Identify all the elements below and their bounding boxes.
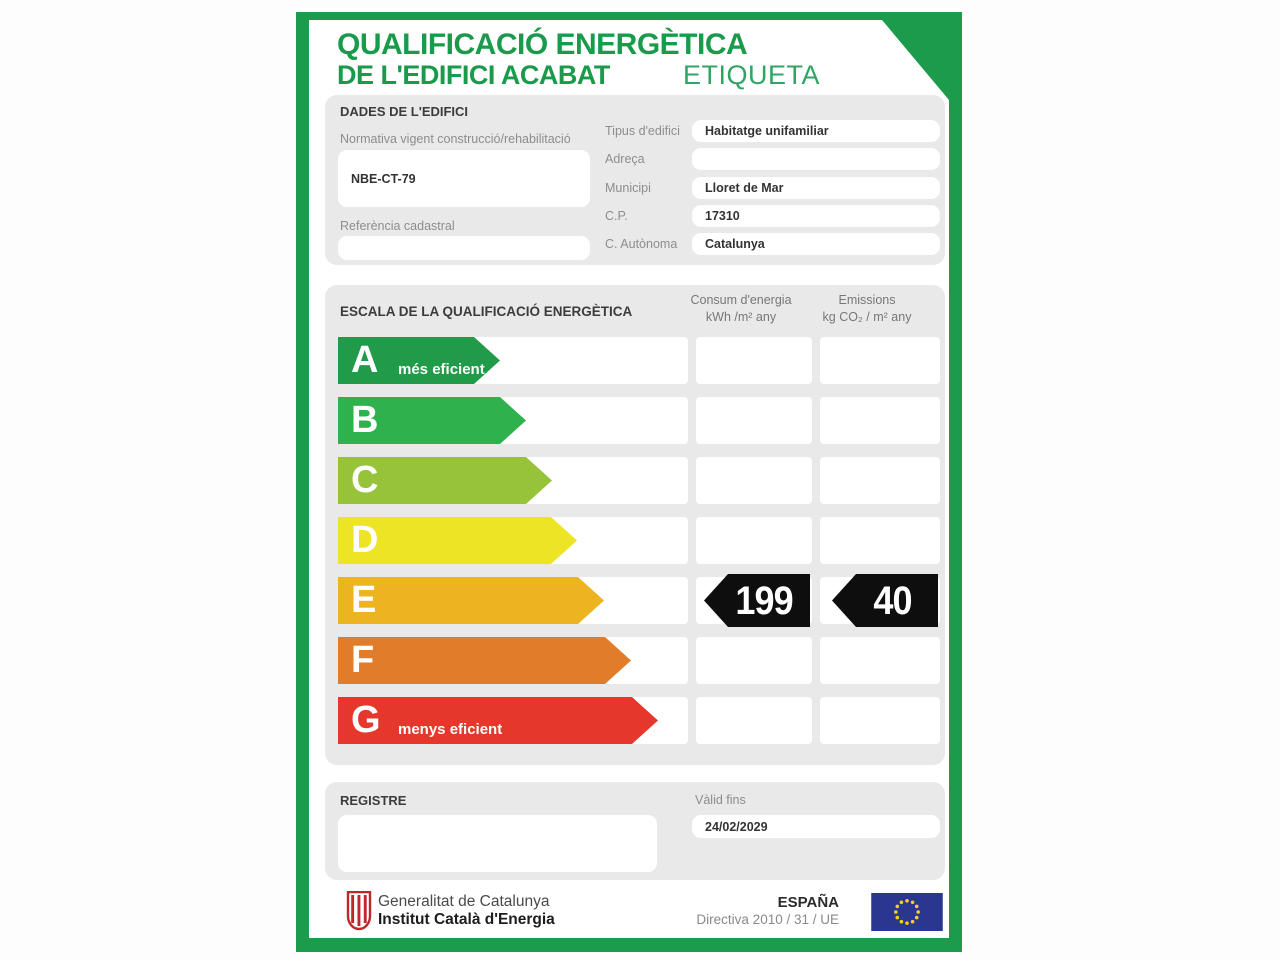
normativa-label: Normativa vigent construcció/rehabilitac… <box>340 132 571 146</box>
rating-letter-f: F <box>351 638 375 681</box>
scale-cell-consum <box>696 397 812 444</box>
rating-note-a: més eficient <box>398 361 485 378</box>
scale-cell-letter: G menys eficient <box>338 697 688 744</box>
eu-flag-icon <box>871 893 943 931</box>
valid-fins-label: Vàlid fins <box>695 793 746 807</box>
scale-cell-consum <box>696 457 812 504</box>
generalitat-shield-icon <box>346 891 372 931</box>
scale-row-c: C <box>338 457 945 504</box>
directive-label: Directiva 2010 / 31 / UE <box>696 912 839 927</box>
certificate-title-line2: DE L'EDIFICI ACABAT <box>337 60 610 90</box>
rating-letter-c: C <box>351 458 379 501</box>
scale-cell-emissions <box>820 337 940 384</box>
autonoma-value: Catalunya <box>705 237 765 251</box>
etiqueta-label: ETIQUETA <box>683 60 821 90</box>
adreca-field <box>692 148 940 170</box>
tipus-edifici-label: Tipus d'edifici <box>605 124 680 138</box>
building-data-panel: DADES DE L'EDIFICI Normativa vigent cons… <box>325 95 945 265</box>
cadastral-label: Referència cadastral <box>340 219 455 233</box>
corner-decoration <box>882 20 949 100</box>
municipi-field: Lloret de Mar <box>692 177 940 199</box>
registre-field <box>338 815 657 872</box>
rating-letter-a: A <box>351 338 379 381</box>
emissions-header-line1: Emissions <box>838 293 896 307</box>
valid-fins-value: 24/02/2029 <box>705 819 768 834</box>
building-data-heading: DADES DE L'EDIFICI <box>340 104 469 119</box>
scale-row-f: F <box>338 637 945 684</box>
rating-bar-d: D <box>338 517 577 564</box>
scale-cell-letter: B <box>338 397 688 444</box>
emissions-value-arrow: 40 <box>832 574 938 627</box>
scale-cell-letter: E <box>338 577 688 624</box>
scale-heading: ESCALA DE LA QUALIFICACIÓ ENERGÈTICA <box>340 304 633 319</box>
autonoma-field: Catalunya <box>692 233 940 255</box>
rating-note-g: menys eficient <box>398 721 503 738</box>
scale-row-a: A més eficient <box>338 337 945 384</box>
consum-header-line1: Consum d'energia <box>690 293 792 307</box>
normativa-value: NBE-CT-79 <box>351 171 416 186</box>
cp-value: 17310 <box>705 209 740 223</box>
scale-cell-consum <box>696 697 812 744</box>
scale-cell-emissions <box>820 517 940 564</box>
cp-field: 17310 <box>692 205 940 227</box>
cadastral-field <box>338 236 590 260</box>
tipus-edifici-field: Habitatge unifamiliar <box>692 120 940 142</box>
rating-bar-g: G menys eficient <box>338 697 658 744</box>
tipus-edifici-value: Habitatge unifamiliar <box>705 124 829 138</box>
scale-row-d: D <box>338 517 945 564</box>
scale-cell-letter: A més eficient <box>338 337 688 384</box>
registre-panel: REGISTRE Vàlid fins 24/02/2029 <box>325 782 945 880</box>
scale-row-g: G menys eficient <box>338 697 945 744</box>
consum-value: 199 <box>735 578 794 623</box>
scale-cell-emissions <box>820 457 940 504</box>
emissions-column-header: Emissions kg CO₂ / m² any <box>807 292 927 326</box>
rating-letter-d: D <box>351 518 379 561</box>
emissions-header-line2: kg CO₂ / m² any <box>822 309 912 324</box>
consum-column-header: Consum d'energia kWh /m² any <box>683 292 799 326</box>
rating-letter-e: E <box>351 578 377 621</box>
energy-scale-panel: ESCALA DE LA QUALIFICACIÓ ENERGÈTICA Con… <box>325 285 945 765</box>
rating-letter-g: G <box>351 698 381 741</box>
scale-cell-emissions <box>820 637 940 684</box>
org-institute: Institut Català d'Energia <box>378 911 555 928</box>
rating-bar-e: E <box>338 577 604 624</box>
scale-cell-emissions <box>820 697 940 744</box>
rating-bar-c: C <box>338 457 552 504</box>
scale-cell-emissions <box>820 397 940 444</box>
cp-label: C.P. <box>605 209 628 223</box>
normativa-field: NBE-CT-79 <box>338 150 590 207</box>
org-name: Generalitat de Catalunya <box>378 893 550 910</box>
municipi-value: Lloret de Mar <box>705 181 784 195</box>
certificate-page: QUALIFICACIÓ ENERGÈTICA DE L'EDIFICI ACA… <box>296 12 962 952</box>
footer: Generalitat de Catalunya Institut Català… <box>309 889 949 937</box>
scale-row-e: E 199 40 <box>338 574 945 627</box>
valid-fins-field: 24/02/2029 <box>692 815 940 838</box>
scale-cell-letter: D <box>338 517 688 564</box>
adreca-label: Adreça <box>605 152 645 166</box>
autonoma-label: C. Autònoma <box>605 237 678 251</box>
scale-cell-consum <box>696 517 812 564</box>
municipi-label: Municipi <box>605 181 651 195</box>
rating-letter-b: B <box>351 398 379 441</box>
country-label: ESPAÑA <box>777 894 839 911</box>
emissions-value: 40 <box>873 578 912 623</box>
scale-cell-consum <box>696 337 812 384</box>
scale-cell-emissions: 40 <box>820 574 940 627</box>
scale-row-b: B <box>338 397 945 444</box>
scale-cell-letter: F <box>338 637 688 684</box>
scale-cell-consum <box>696 637 812 684</box>
consum-header-line2: kWh /m² any <box>705 309 777 324</box>
scale-cell-consum: 199 <box>696 574 812 627</box>
consum-value-arrow: 199 <box>704 574 810 627</box>
certificate-title-line1: QUALIFICACIÓ ENERGÈTICA <box>337 28 748 61</box>
rating-bar-a: A més eficient <box>338 337 500 384</box>
rating-bar-b: B <box>338 397 526 444</box>
scale-cell-letter: C <box>338 457 688 504</box>
rating-bar-f: F <box>338 637 631 684</box>
registre-heading: REGISTRE <box>340 793 407 808</box>
